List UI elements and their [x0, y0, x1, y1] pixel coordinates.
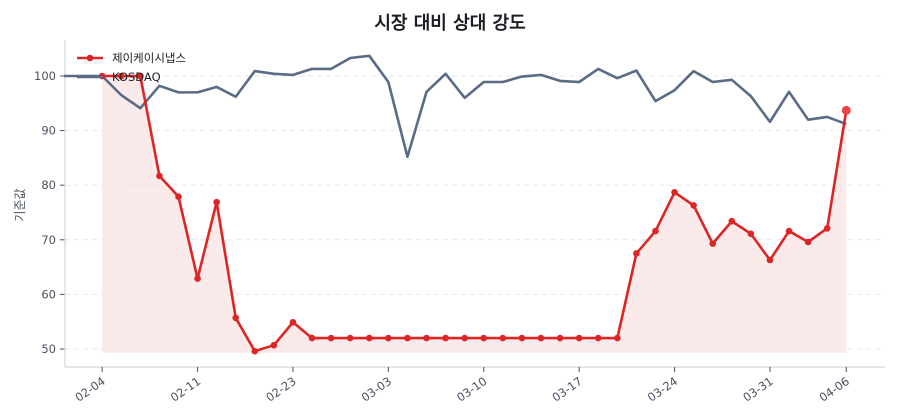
- series-line-stock: [102, 74, 848, 353]
- chart-title: 시장 대비 상대 강도: [374, 13, 526, 34]
- data-point-marker: [232, 314, 240, 322]
- data-point-marker: [251, 347, 259, 355]
- data-point-marker: [442, 334, 449, 342]
- data-point-marker: [747, 230, 755, 238]
- data-point-marker: [194, 275, 201, 282]
- data-point-marker: [365, 334, 373, 342]
- data-point-marker: [823, 225, 831, 232]
- series-area-fill: [102, 76, 847, 353]
- y-tick-label: 90: [41, 124, 56, 138]
- data-point-marker: [270, 341, 278, 349]
- data-point-marker: [575, 334, 583, 342]
- data-point-marker: [690, 202, 697, 209]
- data-point-marker: [461, 334, 468, 342]
- legend-label: KOSDAQ: [112, 70, 161, 84]
- legend-label: 제이케이시냅스: [112, 51, 186, 65]
- series-line-kosdaq: [64, 54, 847, 159]
- x-tick-label: 03-03: [359, 374, 394, 405]
- data-point-marker: [766, 256, 774, 264]
- data-point-marker: [423, 334, 430, 342]
- y-tick-label: 80: [41, 178, 56, 192]
- x-tick-label: 02-23: [263, 374, 298, 405]
- x-tick-label: 04-06: [817, 374, 852, 405]
- data-point-marker: [614, 334, 621, 342]
- data-point-marker: [556, 334, 564, 342]
- data-point-marker: [633, 250, 640, 257]
- data-point-marker: [480, 334, 488, 342]
- data-point-marker: [175, 193, 182, 200]
- data-point-marker: [671, 188, 678, 196]
- x-tick-label: 03-31: [740, 374, 775, 405]
- data-point-marker: [499, 334, 507, 342]
- data-point-marker: [785, 227, 793, 235]
- data-point-marker: [404, 334, 411, 342]
- data-point-marker: [385, 334, 392, 342]
- x-tick-label: 03-10: [454, 374, 489, 405]
- data-point-marker: [537, 334, 545, 342]
- y-axis-label: 기준값: [13, 188, 27, 221]
- data-point-marker: [594, 334, 602, 342]
- data-point-marker: [804, 238, 812, 246]
- series-group: [64, 54, 851, 355]
- data-point-marker: [117, 72, 125, 80]
- data-point-marker: [841, 105, 851, 115]
- y-tick-label: 60: [41, 287, 56, 301]
- x-tick-label: 03-24: [645, 374, 680, 405]
- data-point-marker: [137, 72, 144, 80]
- data-point-marker: [518, 334, 526, 342]
- y-tick-label: 100: [34, 69, 56, 83]
- data-point-marker: [213, 198, 220, 206]
- data-point-marker: [728, 217, 736, 225]
- x-tick-label: 03-17: [549, 374, 584, 405]
- data-point-marker: [289, 318, 297, 326]
- legend: 제이케이시냅스 KOSDAQ: [77, 51, 186, 84]
- data-point-marker: [652, 227, 659, 235]
- data-point-marker: [327, 334, 335, 342]
- y-tick-label: 50: [41, 342, 56, 356]
- x-tick-label: 02-11: [168, 374, 203, 405]
- data-point-marker: [346, 334, 354, 342]
- x-tick-label: 02-04: [72, 374, 107, 405]
- data-point-marker: [709, 240, 717, 247]
- data-point-marker: [308, 334, 316, 342]
- y-tick-label: 70: [41, 233, 56, 247]
- data-point-marker: [156, 172, 163, 180]
